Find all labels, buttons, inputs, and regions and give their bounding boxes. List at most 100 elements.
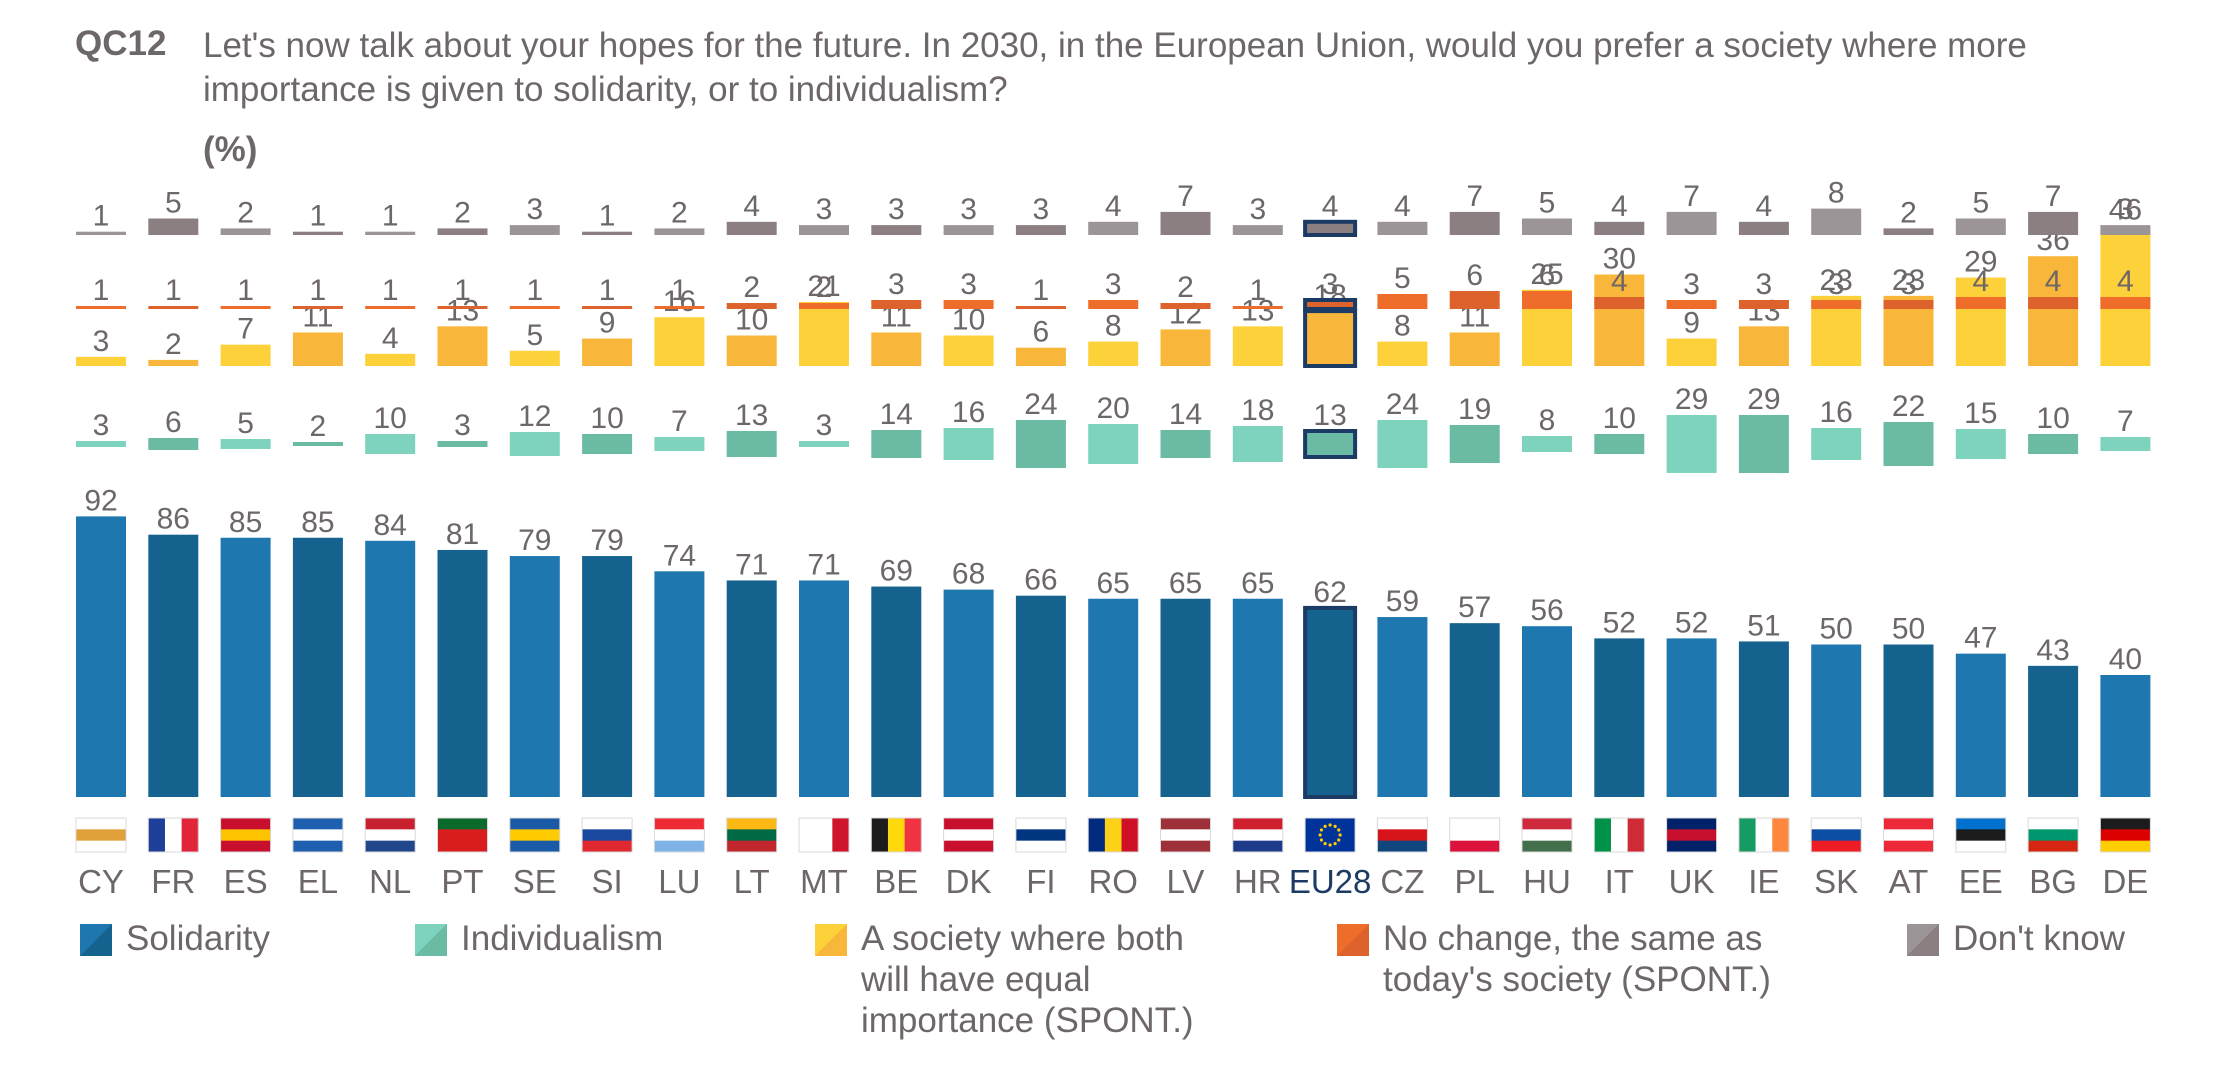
bar-solidarity-HU [1522,626,1572,797]
bar-equal-RO [1088,341,1139,366]
bar-solidarity-BG [2028,665,2079,797]
bar-individualism-SK [1811,428,1862,460]
value-label-dontknow-FR: 5 [165,187,182,220]
bar-dontknow-AT [1883,228,1934,235]
value-label-equal-CY: 3 [93,325,110,358]
value-label-nochange-SI: 1 [599,274,616,307]
category-label-FR: FR [151,863,195,900]
bar-nochange-UK [1666,300,1717,309]
value-label-individualism-LU: 7 [671,405,688,438]
value-label-dontknow-LU: 2 [671,196,688,229]
flag-EE-icon [1955,817,2007,853]
value-label-nochange-NL: 1 [382,274,399,307]
value-label-dontknow-LV: 7 [1177,180,1194,213]
flag-IE-icon [1738,817,1790,853]
value-label-solidarity-LT: 71 [735,548,768,581]
bar-solidarity-IE [1738,641,1789,797]
value-label-individualism-NL: 10 [374,402,407,435]
value-label-nochange-EE: 4 [1972,265,1989,298]
bar-solidarity-AT [1883,644,1934,797]
bar-nochange-ES [220,306,271,309]
value-label-individualism-IE: 29 [1747,383,1780,416]
value-label-equal-MT: 21 [807,270,840,303]
bar-individualism-MT [799,441,849,447]
value-label-nochange-EL: 1 [310,274,327,307]
bar-individualism-DE [2100,437,2151,451]
bar-nochange-SE [509,306,560,309]
value-label-nochange-IE: 3 [1756,268,1773,301]
series-solidarity: 92 86 85 85 84 81 79 79 74 71 71 69 68 66 65 65 65 62 59 57… [76,484,2151,800]
bar-equal-CZ [1377,341,1428,366]
bar-dontknow-RO [1088,221,1139,235]
value-label-equal-RO: 8 [1105,310,1122,343]
value-label-equal-EL: 11 [302,300,333,333]
value-label-solidarity-DK: 68 [952,558,985,591]
bar-individualism-DK [943,428,994,460]
value-label-solidarity-BE: 69 [880,555,913,588]
bar-nochange-AT [1883,300,1934,309]
bar-solidarity-FR [148,534,199,797]
value-label-nochange-MT: 2 [816,271,833,304]
category-label-SI: SI [592,863,623,900]
category-label-LT: LT [734,863,770,900]
value-label-solidarity-EU28: 62 [1313,576,1346,609]
bar-solidarity-SE [509,556,560,797]
bar-solidarity-BE [871,586,922,797]
category-label-LV: LV [1167,863,1205,900]
value-label-nochange-LV: 2 [1177,271,1194,304]
value-label-solidarity-LV: 65 [1169,567,1202,600]
legend-label-line: will have equal [861,960,1091,999]
value-label-solidarity-SK: 50 [1820,613,1853,646]
value-label-solidarity-PL: 57 [1458,591,1491,624]
bar-individualism-EL [292,442,343,446]
legend-label-line: Solidarity [126,919,270,958]
bar-nochange-DK [943,300,994,309]
value-label-individualism-FR: 6 [165,406,182,439]
value-label-individualism-EU28: 13 [1313,399,1346,432]
bar-dontknow-BE [871,225,922,235]
bar-dontknow-PL [1449,211,1500,235]
bar-dontknow-FR [148,218,199,235]
bar-dontknow-ES [220,228,271,235]
unit-label: (%) [203,130,258,169]
value-label-solidarity-UK: 52 [1675,606,1708,639]
bar-dontknow-PT [437,228,488,235]
legend-label-line: importance (SPONT.) [861,1001,1194,1040]
category-label-NL: NL [369,863,411,900]
value-label-individualism-CZ: 24 [1386,388,1419,421]
bar-nochange-LV [1160,303,1211,309]
flag-PT-icon [437,817,488,853]
bar-dontknow-SE [509,225,560,235]
bar-solidarity-PL [1449,623,1500,797]
flag-LT-icon [726,817,778,853]
value-label-individualism-PL: 19 [1458,393,1491,426]
question-code: QC12 [75,24,167,63]
value-label-dontknow-AT: 2 [1900,196,1917,229]
flag-UK-icon [1666,817,1718,853]
bar-equal-SI [582,338,633,366]
bar-dontknow-LV [1160,211,1211,235]
bar-nochange-FI [1015,306,1066,309]
bar-individualism-EU28 [1303,429,1358,459]
bar-dontknow-IE [1738,221,1789,235]
value-label-solidarity-LU: 74 [663,539,696,572]
bar-equal-BE [871,332,922,366]
bar-nochange-FR [148,306,199,309]
category-label-FI: FI [1026,863,1055,900]
legend-label-line: Individualism [461,919,664,958]
value-label-dontknow-LT: 4 [743,190,760,223]
value-label-dontknow-BG: 7 [2045,180,2062,213]
value-label-nochange-LU: 1 [671,274,688,307]
value-label-nochange-HR: 1 [1249,274,1266,307]
legend-swatch-solidarity [80,924,112,956]
value-label-nochange-PL: 6 [1466,259,1483,292]
value-label-individualism-BG: 10 [2036,402,2069,435]
value-label-individualism-FI: 24 [1024,388,1057,421]
bar-nochange-BE [871,300,922,309]
bar-solidarity-PT [437,549,488,797]
bar-solidarity-UK [1666,638,1717,797]
flag-MT-icon [798,817,850,853]
value-label-solidarity-EL: 85 [301,506,334,539]
flag-CZ-icon [1376,817,1428,853]
